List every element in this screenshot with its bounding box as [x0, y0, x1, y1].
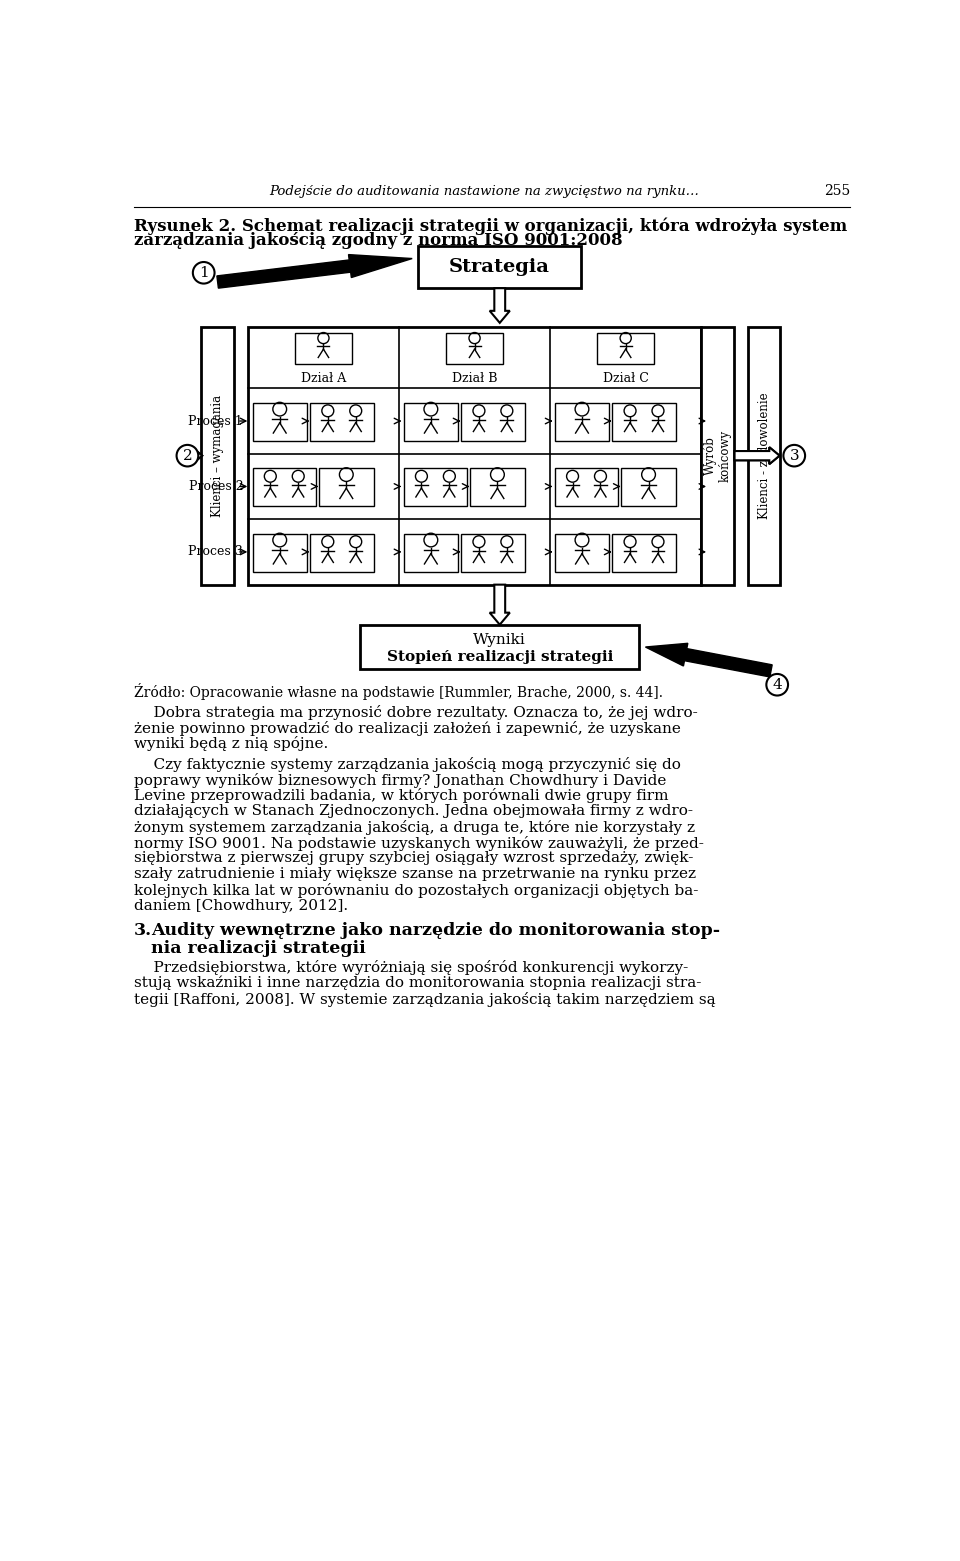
Bar — [295, 332, 352, 364]
Bar — [419, 245, 581, 289]
Polygon shape — [734, 446, 780, 464]
Text: 3: 3 — [789, 448, 799, 462]
Polygon shape — [490, 289, 510, 323]
Text: Dział C: Dział C — [603, 372, 649, 386]
Text: Podejście do auditowania nastawione na zwycięstwo na rynku…: Podejście do auditowania nastawione na z… — [270, 186, 699, 198]
Bar — [555, 534, 610, 571]
Bar — [461, 534, 524, 571]
Text: tegii [Raffoni, 2008]. W systemie zarządzania jakością takim narzędziem są: tegii [Raffoni, 2008]. W systemie zarząd… — [134, 991, 715, 1007]
Bar — [445, 332, 503, 364]
Text: 3.: 3. — [134, 923, 152, 940]
Text: żonym systemem zarządzania jakością, a druga te, które nie korzystały z: żonym systemem zarządzania jakością, a d… — [134, 820, 695, 835]
Polygon shape — [645, 643, 772, 677]
Text: 1: 1 — [199, 265, 208, 279]
Text: Wyniki: Wyniki — [473, 634, 526, 648]
Text: poprawy wyników biznesowych firmy? Jonathan Chowdhury i Davide: poprawy wyników biznesowych firmy? Jonat… — [134, 773, 666, 787]
Bar — [202, 326, 234, 585]
Text: normy ISO 9001. Na podstawie uzyskanych wyników zauważyli, że przed-: normy ISO 9001. Na podstawie uzyskanych … — [134, 835, 704, 851]
Circle shape — [783, 445, 805, 467]
Bar — [612, 403, 676, 440]
Text: Stopień realizacji strategii: Stopień realizacji strategii — [387, 649, 612, 663]
Text: siębiorstwa z pierwszej grupy szybciej osiągały wzrost sprzedaży, zwięk-: siębiorstwa z pierwszej grupy szybciej o… — [134, 851, 693, 865]
Circle shape — [766, 674, 788, 696]
Bar — [310, 403, 373, 440]
Text: 4: 4 — [773, 677, 782, 692]
Bar — [319, 468, 373, 506]
Bar — [252, 534, 307, 571]
Polygon shape — [490, 585, 510, 624]
Bar — [252, 403, 307, 440]
Text: Audity wewnętrzne jako narzędzie do monitorowania stop-: Audity wewnętrzne jako narzędzie do moni… — [151, 923, 720, 940]
Text: Proces 3: Proces 3 — [188, 545, 243, 559]
Polygon shape — [192, 446, 203, 464]
Bar — [470, 468, 524, 506]
Text: Rysunek 2. Schemat realizacji strategii w organizacji, która wdrożyła system: Rysunek 2. Schemat realizacji strategii … — [134, 217, 848, 234]
Circle shape — [193, 262, 214, 284]
Bar — [701, 326, 733, 585]
Text: Wyrób
końcowy: Wyrób końcowy — [704, 429, 732, 482]
Bar — [612, 534, 676, 571]
Bar — [252, 468, 316, 506]
Bar — [555, 403, 610, 440]
Bar — [360, 624, 639, 670]
Polygon shape — [179, 446, 203, 464]
Text: stują wskaźniki i inne narzędzia do monitorowania stopnia realizacji stra-: stują wskaźniki i inne narzędzia do moni… — [134, 976, 702, 990]
Bar — [403, 468, 468, 506]
Bar — [461, 403, 524, 440]
Text: zarządzania jakością zgodny z normą ISO 9001:2008: zarządzania jakością zgodny z normą ISO … — [134, 233, 623, 250]
Text: Czy faktycznie systemy zarządzania jakością mogą przyczynić się do: Czy faktycznie systemy zarządzania jakoś… — [134, 757, 681, 771]
Text: Klienci – wymagania: Klienci – wymagania — [211, 395, 224, 517]
Text: wyniki będą z nią spójne.: wyniki będą z nią spójne. — [134, 737, 328, 751]
Text: Przedsiębiorstwa, które wyróżniają się spośród konkurencji wykorzy-: Przedsiębiorstwa, które wyróżniają się s… — [134, 960, 688, 976]
Bar — [621, 468, 676, 506]
Text: szały zatrudnienie i miały większe szanse na przetrwanie na rynku przez: szały zatrudnienie i miały większe szans… — [134, 868, 696, 882]
Text: żenie powinno prowadzić do realizacji założeń i zapewnić, że uzyskane: żenie powinno prowadzić do realizacji za… — [134, 721, 681, 735]
Polygon shape — [734, 446, 780, 464]
Text: Dział B: Dział B — [452, 372, 497, 386]
Text: Proces 1: Proces 1 — [188, 415, 243, 428]
Text: Proces 2: Proces 2 — [188, 479, 243, 493]
Bar — [403, 534, 458, 571]
Text: 255: 255 — [824, 184, 850, 198]
Bar — [248, 326, 701, 585]
Text: Dział A: Dział A — [300, 372, 346, 386]
Text: nia realizacji strategii: nia realizacji strategii — [151, 940, 366, 957]
Text: Klienci - zadowolenie: Klienci - zadowolenie — [757, 392, 771, 518]
Text: Źródło: Opracowanie własne na podstawie [Rummler, Brache, 2000, s. 44].: Źródło: Opracowanie własne na podstawie … — [134, 684, 663, 701]
Polygon shape — [217, 254, 412, 289]
Text: działających w Stanach Zjednoczonych. Jedna obejmowała firmy z wdro-: działających w Stanach Zjednoczonych. Je… — [134, 804, 693, 818]
Text: Levine przeprowadzili badania, w których porównali dwie grupy firm: Levine przeprowadzili badania, w których… — [134, 788, 668, 804]
Text: 2: 2 — [182, 448, 192, 462]
Bar — [403, 403, 458, 440]
Bar — [748, 326, 780, 585]
Text: Strategia: Strategia — [449, 258, 550, 276]
Text: daniem [Chowdhury, 2012].: daniem [Chowdhury, 2012]. — [134, 899, 348, 913]
Circle shape — [177, 445, 199, 467]
Bar — [555, 468, 618, 506]
Text: Dobra strategia ma przynosić dobre rezultaty. Oznacza to, że jej wdro-: Dobra strategia ma przynosić dobre rezul… — [134, 704, 698, 720]
Text: kolejnych kilka lat w porównaniu do pozostałych organizacji objętych ba-: kolejnych kilka lat w porównaniu do pozo… — [134, 884, 698, 898]
Bar — [597, 332, 655, 364]
Bar — [310, 534, 373, 571]
